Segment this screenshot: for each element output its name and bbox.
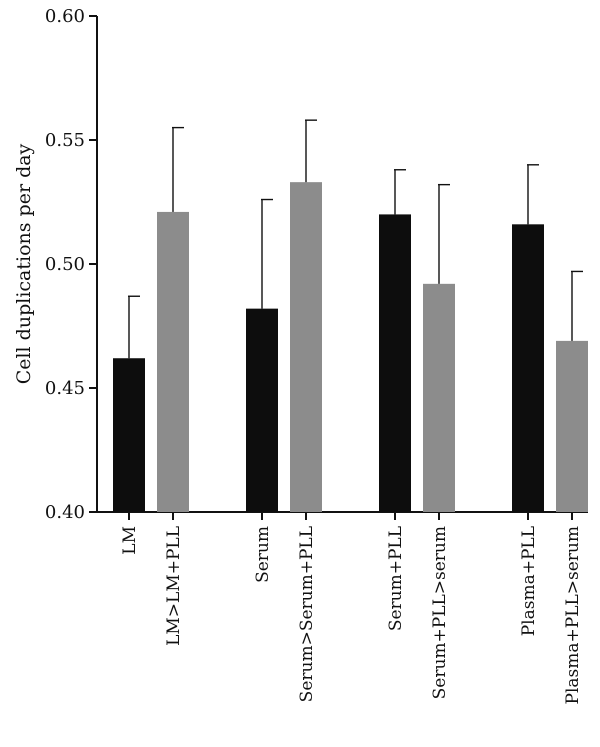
bars-layer (113, 182, 588, 513)
error-bars-layer (128, 119, 583, 359)
bar (157, 211, 189, 513)
y-tick-label: 0.50 (45, 254, 85, 275)
x-tick-label: Serum+PLL (386, 526, 406, 631)
x-tick-label: Serum (253, 526, 273, 583)
x-tick-label: Serum>Serum+PLL (297, 526, 317, 702)
bar (556, 340, 588, 512)
y-tick-label: 0.40 (45, 502, 85, 523)
y-tick-label: 0.60 (45, 6, 85, 27)
labels-layer: LM LM>LM+PLL Serum Serum>Serum+PLL Serum+PLL… (120, 526, 583, 704)
y-tick-label: 0.45 (45, 378, 85, 399)
x-tick-label: LM (120, 526, 140, 555)
bar (423, 283, 455, 512)
x-tick-label: Serum+PLL>serum (430, 526, 450, 699)
x-tick-label: Plasma+PLL (519, 526, 539, 636)
bar (246, 308, 278, 512)
x-tick-label: Plasma+PLL>serum (563, 526, 583, 704)
y-tick-label: 0.55 (45, 130, 85, 151)
bar (290, 182, 322, 512)
x-tick-label: LM>LM+PLL (164, 526, 184, 646)
bar (512, 224, 544, 512)
y-axis-title: Cell duplications per day (13, 143, 35, 384)
bar (113, 358, 145, 512)
bar (379, 214, 411, 512)
